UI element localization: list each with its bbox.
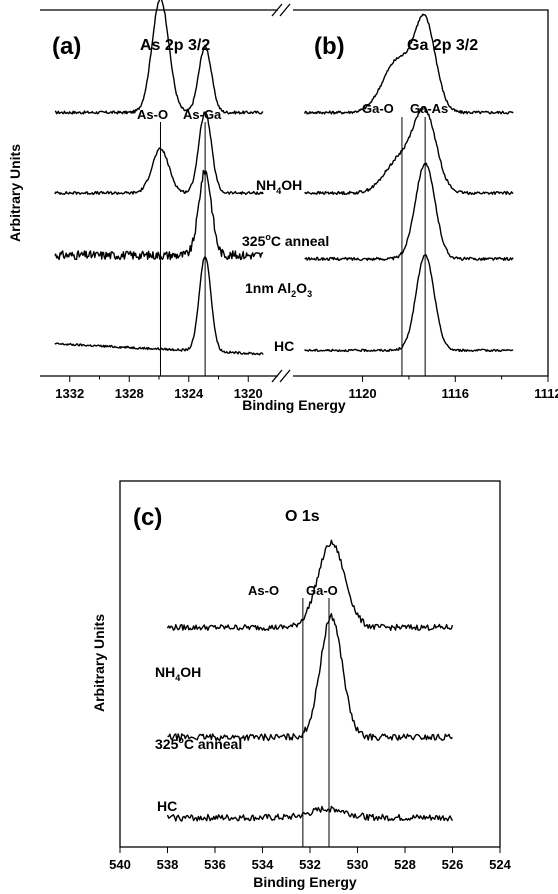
- axis-break-bottom: [271, 369, 291, 383]
- reference-lines-panel-b: [401, 117, 426, 376]
- trace-b-325-c-anneal: [304, 106, 514, 196]
- trace-a-325-c-anneal: [54, 111, 264, 196]
- x-tick-label-b-1: 1116: [442, 386, 470, 401]
- x-tick-label-c-0: 540: [109, 857, 131, 872]
- top-plot-frame: [40, 3, 549, 383]
- peak-label-ga-as-b: Ga-As: [410, 101, 448, 116]
- trace-b-1nm-al2o3: [304, 162, 514, 261]
- panel-letter-a: (a): [52, 33, 81, 60]
- c-trace-label-anneal: 325oC anneal: [155, 735, 242, 752]
- x-tick-label-b-0: 1120: [348, 386, 376, 401]
- panel-title-b: Ga 2p 3/2: [407, 37, 478, 54]
- x-tick-label-a-1: 1328: [115, 386, 144, 401]
- x-tick-label-c-3: 534: [252, 857, 274, 872]
- peak-label-as-ga-a: As-Ga: [183, 107, 222, 122]
- y-axis-title-bottom: Arbitrary Units: [91, 614, 107, 712]
- x-tick-label-a-0: 1332: [55, 386, 84, 401]
- trace-a-1nm-al2o3: [54, 169, 264, 261]
- trace-a-nh4oh: [54, 0, 264, 115]
- x-tick-label-c-7: 526: [442, 857, 464, 872]
- panel-letter-c: (c): [133, 504, 162, 531]
- trace-label-nh4oh: NH4OH: [256, 177, 302, 196]
- panel-title-c: O 1s: [285, 508, 320, 525]
- ticks-panel-c: 540 538 536 534 532 530 528 526 524: [109, 847, 512, 872]
- panel-title-a: As 2p 3/2: [140, 37, 210, 54]
- reference-lines-panel-c: [302, 598, 330, 847]
- trace-b-nh4oh: [303, 13, 514, 115]
- trace-c-325-c-anneal: [167, 613, 453, 742]
- bottom-plot-frame: [119, 480, 501, 848]
- y-axis-title-top: Arbitrary Units: [7, 144, 23, 242]
- trace-c-nh4oh: [166, 539, 454, 631]
- x-tick-label-c-2: 536: [204, 857, 226, 872]
- peak-label-as-o-c: As-O: [248, 583, 279, 598]
- trace-a-hc: [54, 256, 264, 356]
- peak-label-ga-o-b: Ga-O: [362, 101, 394, 116]
- trace-c-hc: [166, 805, 454, 822]
- traces-panel-a: [54, 0, 264, 356]
- x-tick-label-b-2: 1112: [534, 386, 558, 401]
- traces-panel-c: [166, 539, 454, 822]
- x-tick-label-c-4: 532: [299, 857, 321, 872]
- ticks-panel-a: 1332 1328 1324 1320: [55, 376, 263, 401]
- trace-label-anneal: 325oC anneal: [242, 232, 329, 249]
- x-tick-label-c-5: 530: [347, 857, 369, 872]
- trace-label-al2o3: 1nm Al2O3: [245, 280, 312, 299]
- traces-panel-b: [303, 13, 514, 353]
- panel-letter-b: (b): [314, 33, 345, 60]
- x-tick-label-c-6: 528: [394, 857, 416, 872]
- x-tick-label-a-3: 1320: [234, 386, 263, 401]
- peak-label-as-o-a: As-O: [137, 107, 168, 122]
- c-trace-label-hc: HC: [157, 798, 177, 814]
- c-trace-label-nh4oh: NH4OH: [155, 664, 201, 683]
- trace-label-hc: HC: [274, 338, 294, 354]
- x-axis-title-top: Binding Energy: [242, 397, 346, 413]
- x-axis-title-bottom: Binding Energy: [253, 874, 357, 890]
- x-tick-label-c-1: 538: [157, 857, 179, 872]
- axis-break-top: [271, 3, 291, 17]
- trace-b-hc: [304, 254, 514, 353]
- x-tick-label-c-8: 524: [489, 857, 511, 872]
- ticks-panel-b: 1120 1116 1112: [348, 376, 558, 401]
- peak-label-ga-o-c: Ga-O: [306, 583, 338, 598]
- reference-lines-panel-a: [159, 122, 206, 376]
- x-tick-label-a-2: 1324: [174, 386, 204, 401]
